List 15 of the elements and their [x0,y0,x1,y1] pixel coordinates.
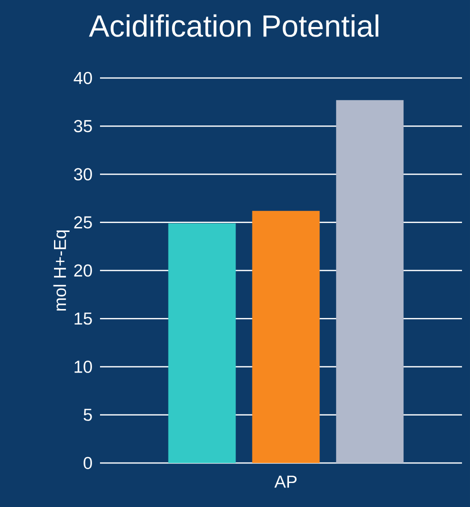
y-tick-label: 30 [74,168,92,180]
bar [252,210,320,463]
y-tick-label: 5 [84,408,92,421]
bar [336,100,404,463]
y-tick-label: 15 [74,312,92,325]
y-axis-title: mol H+-Eq [53,230,70,311]
chart-title: Acidification Potential [88,14,378,37]
y-tick-label: 0 [84,456,92,470]
y-tick-label: 25 [74,216,92,229]
bar [168,223,236,463]
x-tick-label: AP [274,476,297,488]
y-tick-label: 40 [74,72,92,84]
y-tick-label: 20 [74,264,92,277]
y-tick-label: 35 [74,120,92,132]
y-tick-label: 10 [74,360,92,373]
